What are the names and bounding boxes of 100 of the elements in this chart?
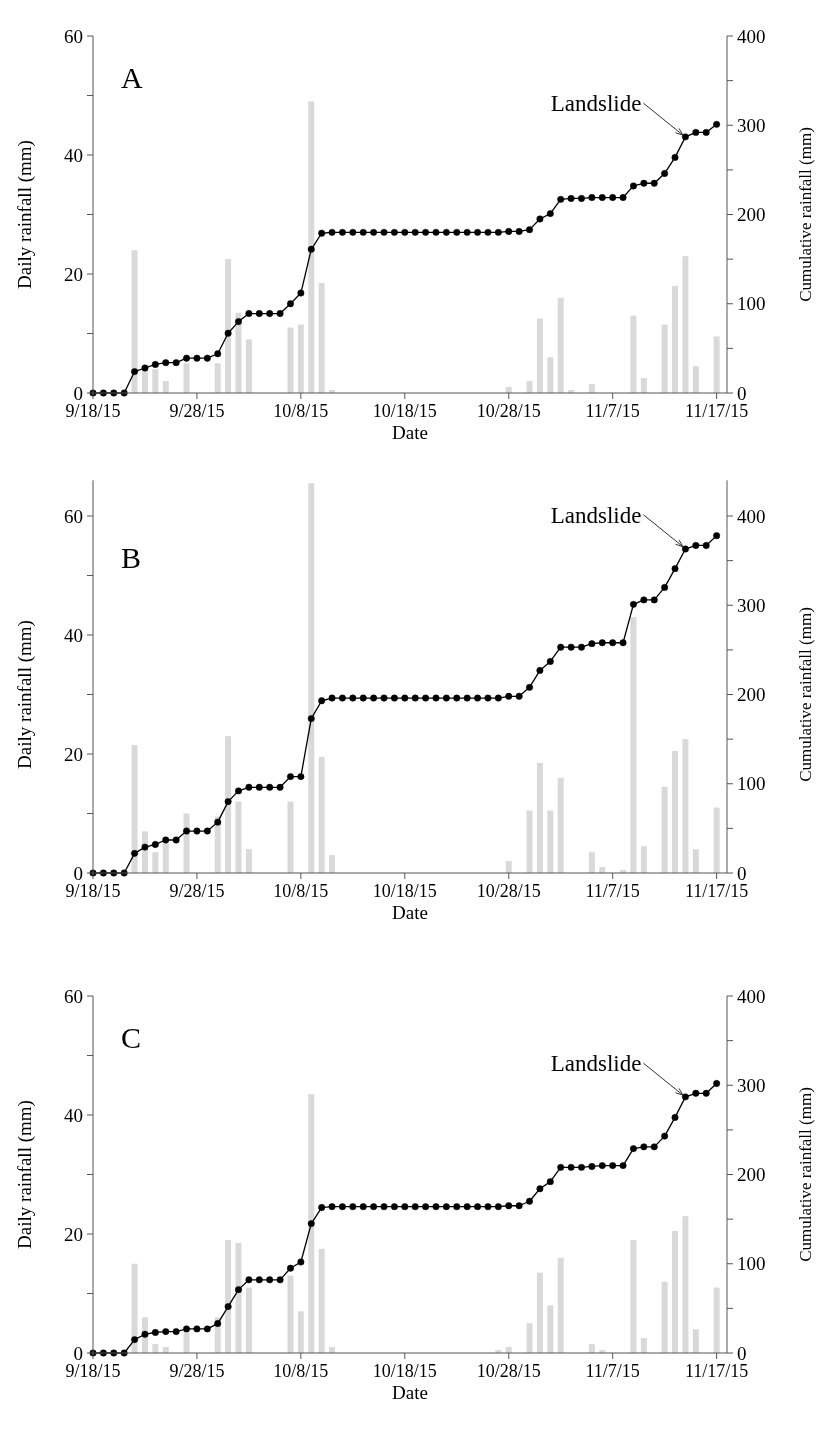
bar	[308, 101, 315, 393]
x-tick-label: 9/28/15	[169, 401, 225, 421]
y-tick-label: 60	[64, 505, 83, 527]
y2-tick-label: 400	[737, 985, 766, 1007]
x-tick-label: 9/28/15	[169, 1361, 225, 1381]
bar	[152, 852, 159, 873]
bar	[682, 1216, 689, 1353]
x-tick-label: 10/18/15	[372, 401, 437, 421]
y-tick-label: 60	[64, 25, 83, 47]
text: A	[121, 61, 143, 94]
bar	[297, 1311, 304, 1353]
y-tick-label: 40	[64, 144, 83, 166]
bar	[547, 357, 554, 393]
text: C	[121, 1021, 142, 1054]
y2-tick-label: 200	[737, 204, 766, 226]
y2-tick-label: 300	[737, 594, 766, 616]
y2-axis-title: Cumulative rainfall (mm)	[796, 1087, 815, 1262]
annotation: Landslide	[550, 502, 642, 528]
bar	[672, 1231, 679, 1353]
y2-tick-label: 100	[737, 293, 766, 315]
x-axis-title: Date	[392, 1382, 428, 1403]
y-tick-label: 0	[73, 862, 83, 884]
bar	[692, 1329, 699, 1353]
x-axis-title: Date	[392, 902, 428, 923]
bar	[536, 318, 543, 393]
bar	[235, 312, 242, 393]
bar	[308, 483, 315, 873]
x-tick-label: 9/18/15	[65, 1361, 121, 1381]
y-tick-label: 40	[64, 624, 83, 646]
x-tick-label: 11/17/15	[684, 1361, 749, 1381]
y-axis-title: Daily rainfall (mm)	[14, 140, 36, 289]
y-tick-label: 20	[64, 263, 83, 285]
x-tick-label: 10/18/15	[372, 1361, 437, 1381]
bar	[308, 1094, 315, 1353]
bar	[536, 762, 543, 873]
x-axis-title: Date	[392, 422, 428, 443]
x-tick-label: 10/28/15	[476, 881, 541, 901]
bar	[526, 1323, 533, 1353]
y-tick-label: 40	[64, 1104, 83, 1126]
y-axis-title: Daily rainfall (mm)	[14, 1100, 36, 1249]
bar	[225, 736, 232, 873]
bar	[162, 381, 169, 393]
y-tick-label: 20	[64, 1223, 83, 1245]
bar	[245, 1287, 252, 1353]
annotation: Landslide	[550, 1051, 642, 1077]
y2-tick-label: 400	[737, 25, 766, 47]
bar	[547, 810, 554, 873]
bar	[225, 1239, 232, 1353]
y-tick-label: 0	[73, 1342, 83, 1364]
y-tick-label: 60	[64, 985, 83, 1007]
x-tick-label: 11/7/15	[585, 881, 640, 901]
x-tick-label: 11/7/15	[585, 1361, 640, 1381]
y-tick-label: 0	[73, 382, 83, 404]
y2-tick-label: 300	[737, 114, 766, 136]
bar	[640, 378, 647, 393]
bar	[235, 801, 242, 873]
x-tick-label: 11/17/15	[684, 401, 749, 421]
bar	[287, 801, 294, 873]
y-tick-label: 20	[64, 743, 83, 765]
x-tick-label: 9/28/15	[169, 881, 225, 901]
bar	[235, 1242, 242, 1353]
bar	[526, 381, 533, 393]
bar	[682, 256, 689, 393]
x-tick-label: 10/8/15	[273, 1361, 329, 1381]
x-tick-label: 11/7/15	[585, 401, 640, 421]
bar	[557, 297, 564, 393]
y2-tick-label: 400	[737, 505, 766, 527]
x-tick-label: 10/8/15	[273, 401, 329, 421]
bar	[713, 336, 720, 393]
bar	[661, 786, 668, 873]
y2-tick-label: 0	[737, 1342, 747, 1364]
bar	[661, 1281, 668, 1353]
bar	[630, 1239, 637, 1353]
y2-tick-label: 200	[737, 1164, 766, 1186]
bar	[245, 849, 252, 873]
y2-tick-label: 300	[737, 1074, 766, 1096]
y2-tick-label: 100	[737, 1253, 766, 1275]
bar	[526, 810, 533, 873]
x-tick-label: 10/28/15	[476, 401, 541, 421]
bar	[672, 285, 679, 393]
bar	[536, 1272, 543, 1353]
bar	[547, 1305, 554, 1353]
bar	[692, 366, 699, 393]
y2-tick-label: 0	[737, 862, 747, 884]
bar	[287, 1275, 294, 1353]
x-tick-label: 9/18/15	[65, 401, 121, 421]
bar	[505, 861, 512, 873]
bar	[131, 1263, 138, 1353]
text: B	[121, 541, 142, 574]
bar	[318, 1248, 325, 1353]
bar	[557, 777, 564, 873]
x-tick-label: 11/17/15	[684, 881, 749, 901]
bar	[661, 324, 668, 393]
bar	[588, 852, 595, 873]
bar	[692, 849, 699, 873]
bar	[131, 745, 138, 873]
y-axis-title: Daily rainfall (mm)	[14, 620, 36, 769]
bar	[672, 751, 679, 873]
bar	[318, 282, 325, 393]
bar	[287, 327, 294, 393]
